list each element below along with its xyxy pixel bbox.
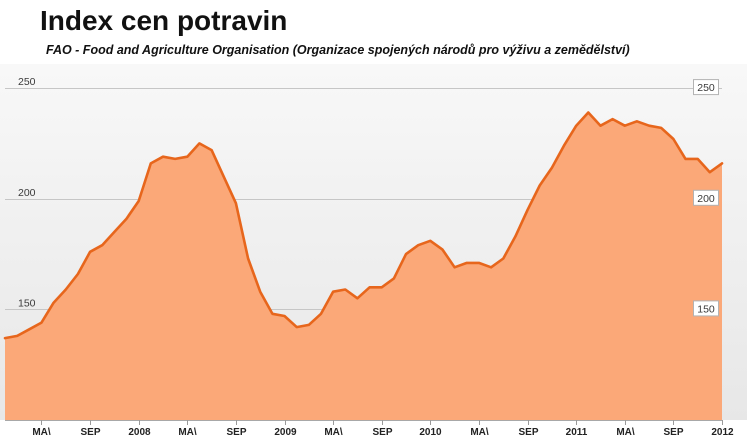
data-point <box>538 184 542 188</box>
data-point <box>40 321 44 325</box>
data-point <box>331 290 335 294</box>
y-tick-label-box <box>693 79 719 96</box>
data-point <box>441 248 445 252</box>
chart-subtitle: FAO - Food and Agriculture Organisation … <box>46 43 630 57</box>
data-point <box>562 144 566 148</box>
data-point <box>550 166 554 170</box>
data-point <box>355 296 359 300</box>
data-point <box>52 301 56 305</box>
data-point <box>222 175 226 179</box>
x-tick-label: 2010 <box>419 427 442 438</box>
data-point <box>453 265 457 269</box>
data-point <box>477 261 481 265</box>
x-tick-label: SEP <box>518 427 538 438</box>
y-axis-left: 150 200 250 <box>18 76 36 309</box>
y-tick-label-right: 150 <box>697 303 715 315</box>
data-point <box>684 157 688 161</box>
data-point <box>343 288 347 292</box>
data-point <box>501 257 505 261</box>
data-point <box>623 124 627 128</box>
data-point <box>526 208 530 212</box>
y-tick-label-left: 150 <box>18 297 36 309</box>
data-point <box>270 312 274 316</box>
data-point <box>404 252 408 256</box>
data-point <box>15 334 19 338</box>
x-tick-label: SEP <box>663 427 683 438</box>
x-tick-label: 2008 <box>128 427 151 438</box>
data-point <box>708 170 712 174</box>
data-point <box>283 314 287 318</box>
data-point <box>513 234 517 238</box>
data-point <box>100 243 104 247</box>
data-point <box>246 257 250 261</box>
data-point <box>161 155 165 159</box>
data-point <box>720 161 724 165</box>
y-tick-label-box <box>693 189 719 206</box>
data-point <box>3 336 7 340</box>
data-point <box>368 285 372 289</box>
data-point <box>137 199 141 203</box>
data-point <box>112 230 116 234</box>
area-layer <box>3 111 724 420</box>
data-point <box>465 261 469 265</box>
data-point <box>574 124 578 128</box>
data-point <box>149 161 153 165</box>
y-tick-label-right: 250 <box>697 82 715 94</box>
x-axis: MA\ SEP 2008 MA\ SEP 2009 MA\ SEP 2010 MA\ SEP 2011… <box>5 420 734 438</box>
x-tick-label: SEP <box>80 427 100 438</box>
data-point <box>599 124 603 128</box>
x-tick-label: MA\ <box>616 427 635 438</box>
data-point <box>295 325 299 329</box>
data-point <box>27 327 31 331</box>
series-area <box>5 112 722 420</box>
data-point <box>659 126 663 130</box>
data-point <box>173 157 177 161</box>
data-point <box>197 141 201 145</box>
data-point <box>489 265 493 269</box>
y-tick-label-left: 250 <box>18 76 36 88</box>
data-point <box>696 157 700 161</box>
x-tick-label: 2012 <box>711 427 734 438</box>
data-point <box>392 276 396 280</box>
data-point <box>185 155 189 159</box>
data-point <box>88 250 92 254</box>
data-point <box>76 272 80 276</box>
data-point <box>125 217 129 221</box>
data-point <box>307 323 311 327</box>
y-tick-label-left: 200 <box>18 187 36 199</box>
y-tick-label-box <box>693 300 719 317</box>
data-point <box>234 201 238 205</box>
x-tick-label: SEP <box>226 427 246 438</box>
data-point <box>671 137 675 141</box>
data-point <box>258 290 262 294</box>
data-point <box>210 148 214 152</box>
y-axis-right: 150 200 250 <box>693 79 719 317</box>
data-point <box>647 124 651 128</box>
data-point <box>64 288 68 292</box>
x-tick-label: MA\ <box>324 427 343 438</box>
y-tick-label-right: 200 <box>697 193 715 205</box>
x-tick-label: MA\ <box>32 427 51 438</box>
data-point <box>586 111 590 115</box>
x-tick-label: MA\ <box>470 427 489 438</box>
data-point <box>380 285 384 289</box>
data-point <box>635 119 639 123</box>
data-point <box>611 117 615 121</box>
x-tick-label: 2011 <box>566 427 588 438</box>
x-tick-label: 2009 <box>274 427 297 438</box>
data-point <box>428 239 432 243</box>
data-point <box>416 243 420 247</box>
chart-title: Index cen potravin <box>40 5 288 36</box>
x-tick-label: MA\ <box>178 427 197 438</box>
series-line <box>3 111 724 340</box>
data-point <box>319 312 323 316</box>
x-tick-label: SEP <box>372 427 392 438</box>
